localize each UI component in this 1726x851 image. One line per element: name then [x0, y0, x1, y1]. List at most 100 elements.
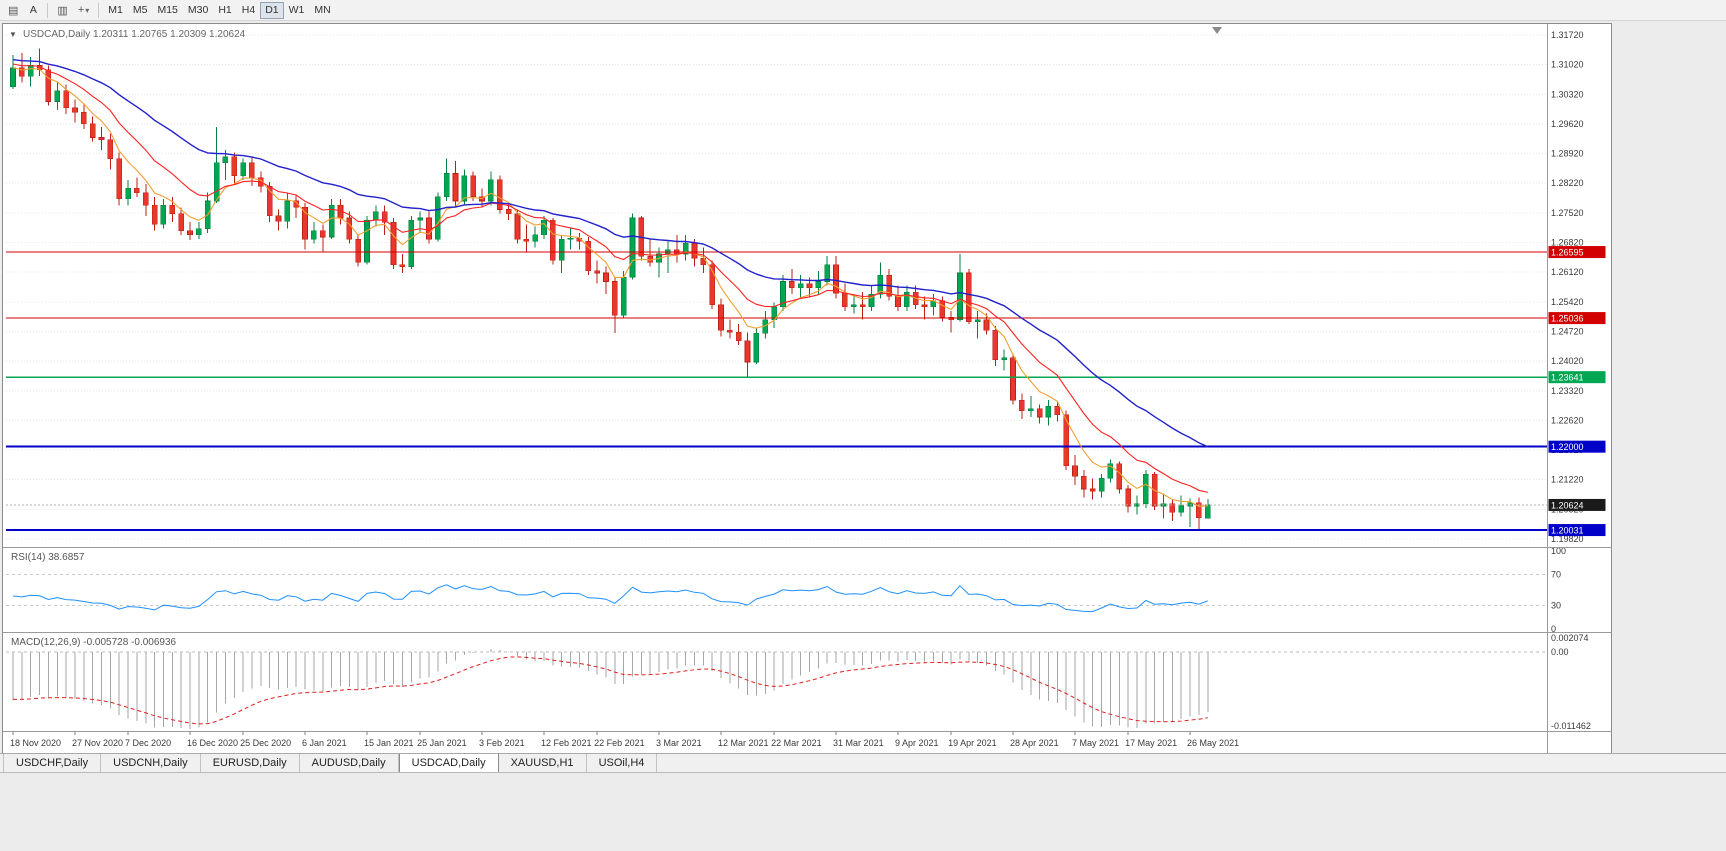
svg-text:1.24720: 1.24720 — [1551, 326, 1584, 336]
svg-text:1.27520: 1.27520 — [1551, 208, 1584, 218]
svg-text:12 Mar 2021: 12 Mar 2021 — [718, 738, 769, 748]
tab-xauusd-h1[interactable]: XAUUSD,H1 — [499, 754, 587, 772]
svg-text:1.30320: 1.30320 — [1551, 89, 1584, 99]
svg-text:1.26820: 1.26820 — [1551, 238, 1584, 248]
chart-shift-marker[interactable] — [1212, 27, 1222, 34]
font-a-button[interactable]: A — [23, 2, 43, 19]
svg-text:1.25036: 1.25036 — [1551, 314, 1584, 324]
svg-text:3 Mar 2021: 3 Mar 2021 — [656, 738, 702, 748]
svg-text:1.25420: 1.25420 — [1551, 297, 1584, 307]
svg-text:27 Nov 2020: 27 Nov 2020 — [72, 738, 123, 748]
price-gridlines — [6, 34, 1547, 540]
svg-text:70: 70 — [1551, 569, 1561, 579]
svg-text:1.26120: 1.26120 — [1551, 267, 1584, 277]
svg-text:1.23320: 1.23320 — [1551, 386, 1584, 396]
price-axis-tags: 1.26595 1.25036 1.23641 1.22000 1.20031 1.206… — [1548, 246, 1606, 537]
svg-text:0.002074: 0.002074 — [1551, 633, 1589, 643]
tab-usdcnh-daily[interactable]: USDCNH,Daily — [101, 754, 201, 772]
svg-text:1.31720: 1.31720 — [1551, 30, 1584, 40]
svg-text:1.20031: 1.20031 — [1551, 526, 1584, 536]
ma-fast-line — [12, 67, 1208, 507]
timeframe-button-m1[interactable]: M1 — [108, 4, 123, 16]
svg-text:17 May 2021: 17 May 2021 — [1125, 738, 1177, 748]
svg-text:31 Mar 2021: 31 Mar 2021 — [833, 738, 884, 748]
price-chart-canvas[interactable]: 1.31720 1.31020 1.30320 1.29620 1.28920 1.282… — [3, 24, 1611, 753]
svg-text:7 May 2021: 7 May 2021 — [1072, 738, 1119, 748]
tab-usdcad-daily[interactable]: USDCAD,Daily — [398, 754, 499, 772]
svg-text:28 Apr 2021: 28 Apr 2021 — [1010, 738, 1059, 748]
svg-text:1.23641: 1.23641 — [1551, 373, 1584, 383]
svg-text:1.29620: 1.29620 — [1551, 119, 1584, 129]
timeframe-button-m15[interactable]: M15 — [157, 4, 178, 16]
rsi-panel: RSI(14) 38.6857 100 70 30 0 — [6, 546, 1566, 634]
macd-label: MACD(12,26,9) -0.005728 -0.006936 — [11, 637, 177, 648]
rsi-line — [12, 584, 1208, 613]
chevron-down-icon: ▾ — [85, 5, 90, 15]
svg-text:1.28220: 1.28220 — [1551, 178, 1584, 188]
moving-averages-layer — [12, 59, 1209, 507]
svg-text:-0.011462: -0.011462 — [1551, 721, 1591, 731]
svg-text:1.21220: 1.21220 — [1551, 475, 1584, 485]
svg-text:25 Dec 2020: 25 Dec 2020 — [240, 738, 291, 748]
svg-text:30: 30 — [1551, 601, 1561, 611]
svg-text:7 Dec 2020: 7 Dec 2020 — [125, 738, 171, 748]
macd-panel: MACD(12,26,9) -0.005728 -0.006936 0.00207… — [6, 633, 1591, 731]
timeframe-button-group: M1 M5 M15 M30 H1 H4 D1 W1 MN — [103, 1, 335, 19]
svg-text:12 Feb 2021: 12 Feb 2021 — [541, 738, 592, 748]
toolbar-separator — [98, 2, 100, 18]
macd-histogram — [12, 648, 1209, 729]
timeframe-button-w1[interactable]: W1 — [288, 4, 305, 16]
svg-text:100: 100 — [1551, 546, 1566, 556]
svg-text:1.22000: 1.22000 — [1551, 442, 1584, 452]
svg-text:16 Dec 2020: 16 Dec 2020 — [187, 738, 238, 748]
chart-title: USDCAD,Daily 1.20311 1.20765 1.20309 1.2… — [23, 29, 246, 40]
svg-text:0: 0 — [1551, 624, 1556, 634]
svg-text:1.26595: 1.26595 — [1551, 248, 1584, 258]
rsi-label: RSI(14) 38.6857 — [11, 552, 85, 563]
timeframe-button-h4[interactable]: H4 — [241, 4, 256, 16]
svg-text:9 Apr 2021: 9 Apr 2021 — [895, 738, 939, 748]
tile-windows-icon[interactable]: ▥ — [57, 4, 68, 17]
timeframe-button-d1[interactable]: D1 — [260, 1, 284, 19]
svg-text:0.00: 0.00 — [1551, 647, 1569, 657]
svg-text:1.31020: 1.31020 — [1551, 60, 1584, 70]
timeframe-button-m5[interactable]: M5 — [132, 4, 148, 16]
macd-signal-line — [12, 656, 1208, 725]
collapse-panel-icon[interactable]: ▼ — [9, 30, 17, 39]
price-axis-labels: 1.31720 1.31020 1.30320 1.29620 1.28920 1.282… — [1551, 30, 1584, 544]
timeframe-button-mn[interactable]: MN — [314, 4, 331, 16]
tab-eurusd-daily[interactable]: EURUSD,Daily — [201, 754, 300, 772]
svg-text:1.24020: 1.24020 — [1551, 356, 1584, 366]
svg-text:1.19820: 1.19820 — [1551, 534, 1584, 544]
panel-separators[interactable] — [3, 24, 1611, 753]
chart-window: 1.31720 1.31020 1.30320 1.29620 1.28920 1.282… — [2, 23, 1612, 754]
svg-text:15 Jan 2021: 15 Jan 2021 — [364, 738, 414, 748]
window-tab-bar: USDCHF,Daily USDCNH,Daily EURUSD,Daily AUDU… — [0, 753, 1726, 773]
timeframe-button-m30[interactable]: M30 — [187, 4, 209, 16]
tab-audusd-daily[interactable]: AUDUSD,Daily — [300, 754, 399, 772]
svg-text:18 Nov 2020: 18 Nov 2020 — [10, 738, 61, 748]
svg-text:22 Feb 2021: 22 Feb 2021 — [594, 738, 645, 748]
svg-text:1.20624: 1.20624 — [1551, 500, 1584, 510]
workspace-bottom-area — [0, 772, 1726, 851]
svg-text:1.28920: 1.28920 — [1551, 149, 1584, 159]
toolbar-separator — [47, 2, 49, 18]
tab-usoil-h4[interactable]: USOil,H4 — [587, 754, 658, 772]
svg-text:6 Jan 2021: 6 Jan 2021 — [302, 738, 347, 748]
top-toolbar: ▤ A ▥ + ▾ M1 M5 M15 M30 H1 H4 D1 W1 MN — [0, 0, 1726, 21]
svg-text:25 Jan 2021: 25 Jan 2021 — [417, 738, 467, 748]
svg-text:26 May 2021: 26 May 2021 — [1187, 738, 1239, 748]
timeframe-button-h1[interactable]: H1 — [218, 4, 232, 16]
ma-medium-line — [12, 63, 1208, 493]
svg-text:3 Feb 2021: 3 Feb 2021 — [479, 738, 525, 748]
ma-slow-line — [12, 59, 1209, 448]
indicators-icon[interactable]: + ▾ — [77, 4, 90, 16]
svg-text:1.22620: 1.22620 — [1551, 415, 1584, 425]
font-a-label: A — [29, 4, 37, 16]
svg-text:22 Mar 2021: 22 Mar 2021 — [771, 738, 822, 748]
tab-usdchf-daily[interactable]: USDCHF,Daily — [3, 754, 102, 772]
chart-header: ▼ USDCAD,Daily 1.20311 1.20765 1.20309 1.… — [9, 27, 1222, 40]
date-axis: 18 Nov 2020 27 Nov 2020 7 Dec 2020 16 Dec 2… — [10, 731, 1239, 748]
chart-grid-icon[interactable]: ▤ — [8, 4, 19, 17]
